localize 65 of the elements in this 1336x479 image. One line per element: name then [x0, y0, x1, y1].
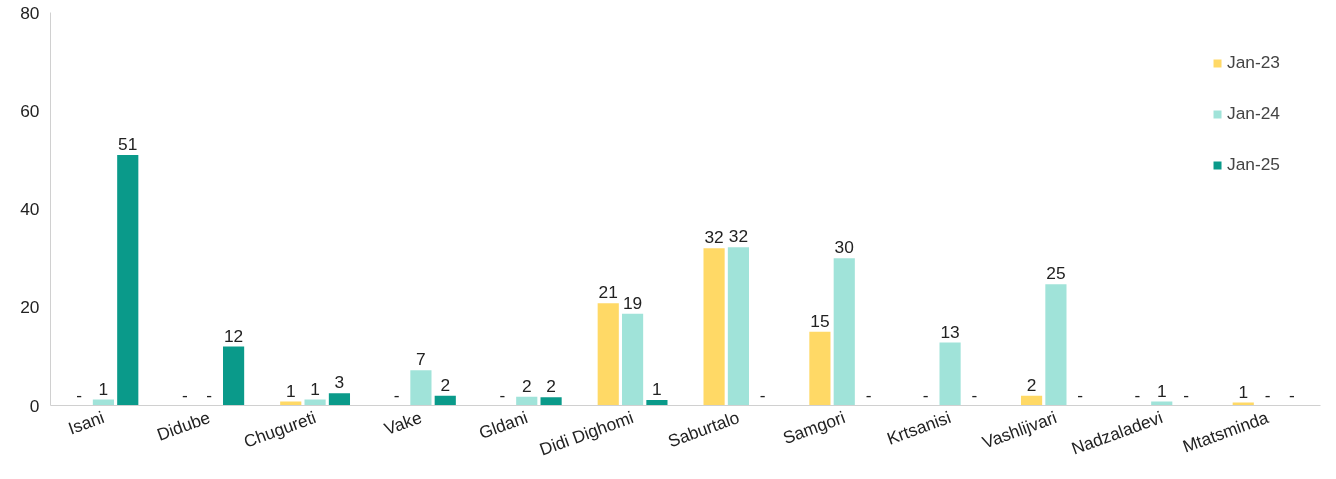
data-label: 1: [652, 379, 662, 400]
y-tick-label: 80: [20, 2, 40, 23]
y-tick-label: 60: [20, 100, 40, 121]
bar: [597, 303, 619, 406]
data-label: 2: [440, 374, 451, 395]
text: -: [971, 384, 978, 405]
bar: [622, 313, 644, 406]
data-label: 2: [521, 375, 532, 396]
data-label: 1: [285, 380, 296, 401]
data-label: 25: [1046, 263, 1066, 284]
bar: [703, 248, 725, 406]
data-label: 51: [118, 133, 138, 154]
text: -: [206, 384, 213, 405]
bar: [117, 154, 139, 406]
text: -: [1183, 384, 1189, 405]
data-label: 1: [310, 378, 320, 399]
legend-label: Jan-25: [1227, 154, 1280, 175]
data-label: 15: [810, 310, 830, 331]
data-label: 13: [940, 321, 960, 342]
y-tick-label: 20: [20, 297, 40, 318]
x-tick-label: Gldani: [476, 407, 531, 444]
text: -: [1134, 384, 1141, 405]
bar: [1045, 284, 1067, 406]
data-label: 30: [834, 237, 854, 258]
data-label: 32: [728, 226, 749, 247]
x-tick-label: Didube: [154, 407, 213, 445]
text: -: [76, 384, 82, 405]
text: -: [1264, 384, 1271, 405]
y-tick-label: 40: [20, 199, 40, 219]
bar: [434, 395, 456, 406]
data-label: 1: [1238, 381, 1249, 402]
bar: [939, 342, 961, 406]
data-label: 2: [546, 376, 556, 397]
x-tick-label: Vake: [381, 407, 425, 439]
text: -: [865, 384, 872, 405]
bar: [833, 258, 855, 406]
bar: [809, 331, 831, 406]
data-label: 32: [704, 227, 724, 248]
text: -: [1077, 384, 1084, 405]
data-label: 12: [223, 325, 244, 346]
legend-label: Jan-23: [1227, 52, 1280, 73]
legend-label: Jan-24: [1227, 103, 1280, 124]
data-label: 3: [334, 372, 345, 393]
bar: [646, 400, 668, 406]
x-tick-label: Isani: [65, 407, 107, 439]
bar: [516, 396, 538, 406]
bar: [410, 370, 432, 406]
bar: [540, 397, 562, 406]
text: -: [759, 384, 766, 405]
bar: [328, 393, 351, 406]
text: -: [393, 384, 400, 405]
bar: [223, 346, 245, 406]
text: -: [182, 384, 188, 405]
data-label: 19: [622, 292, 643, 313]
data-label: 21: [598, 282, 618, 303]
text: -: [922, 384, 929, 405]
data-label: 7: [416, 349, 426, 370]
bar: [1020, 395, 1043, 406]
data-label: 2: [1026, 374, 1037, 395]
text: -: [499, 384, 506, 405]
bar: [727, 247, 749, 406]
y-tick-label: 0: [29, 395, 40, 416]
data-label: 1: [98, 378, 109, 399]
data-label: 1: [1156, 380, 1167, 401]
text: -: [1289, 384, 1295, 405]
